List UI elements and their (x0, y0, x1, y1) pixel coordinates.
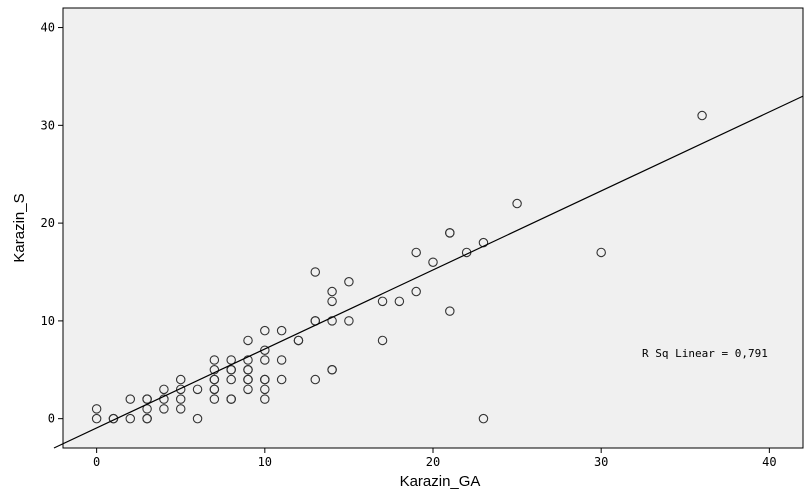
data-point (243, 355, 253, 365)
data-point (394, 296, 405, 307)
data-point (260, 394, 270, 404)
data-point (175, 404, 186, 414)
data-point (226, 365, 236, 375)
data-point (209, 394, 220, 404)
data-point (276, 374, 287, 385)
data-point (175, 394, 186, 404)
data-point (327, 286, 337, 297)
data-point (243, 365, 253, 375)
data-point (276, 325, 287, 336)
x-tick-label: 30 (594, 455, 608, 469)
data-point (445, 228, 455, 238)
data-point (310, 267, 321, 277)
y-tick-label: 20 (41, 216, 55, 230)
data-point (260, 325, 270, 336)
data-point (209, 355, 220, 365)
data-point (260, 384, 270, 395)
data-point (327, 365, 337, 375)
data-point (125, 394, 136, 404)
data-point (125, 413, 136, 424)
data-point (226, 374, 236, 385)
data-point (175, 384, 186, 395)
data-point (596, 247, 606, 258)
data-point (243, 374, 253, 385)
data-points (91, 110, 707, 424)
data-point (260, 374, 270, 385)
data-point (159, 404, 169, 414)
data-point (142, 394, 152, 404)
data-point (91, 404, 102, 414)
data-point (310, 374, 321, 385)
y-axis: 0 10 20 30 40 (41, 21, 63, 426)
fit-line (53, 95, 804, 449)
data-point (411, 286, 421, 297)
x-tick-label: 10 (258, 455, 272, 469)
data-point (377, 335, 388, 346)
data-point (243, 335, 253, 346)
x-tick-label: 40 (762, 455, 776, 469)
data-point (159, 394, 169, 404)
r-squared-annotation: R Sq Linear = 0,791 (642, 347, 768, 360)
x-tick-label: 0 (93, 455, 100, 469)
data-point (377, 296, 388, 307)
data-point (293, 335, 304, 346)
data-point (142, 413, 152, 424)
data-point (344, 277, 354, 287)
data-point (192, 384, 203, 395)
data-point (478, 413, 489, 424)
data-point (192, 413, 203, 424)
data-point (159, 384, 169, 395)
y-tick-label: 0 (48, 412, 55, 426)
plot-area (62, 7, 804, 449)
data-point (175, 374, 186, 385)
data-point (91, 413, 102, 424)
y-tick-label: 10 (41, 314, 55, 328)
data-point (209, 374, 220, 385)
data-point (276, 355, 287, 365)
y-tick-label: 30 (41, 118, 55, 132)
y-tick-label: 40 (41, 21, 55, 35)
data-point (445, 306, 455, 316)
x-tick-label: 20 (426, 455, 440, 469)
data-point (512, 198, 522, 209)
data-point (209, 365, 220, 375)
data-point (260, 355, 270, 365)
data-point (209, 384, 220, 395)
x-axis-title: Karazin_GA (400, 473, 481, 490)
data-point (697, 110, 707, 121)
data-point (411, 247, 421, 258)
data-point (226, 394, 236, 404)
data-point (344, 316, 354, 326)
x-axis: 0 10 20 30 40 (93, 448, 777, 469)
data-point (428, 257, 438, 267)
data-point (327, 296, 337, 307)
data-point (243, 384, 253, 395)
y-axis-title: Karazin_S (11, 193, 28, 262)
data-point (260, 345, 270, 355)
